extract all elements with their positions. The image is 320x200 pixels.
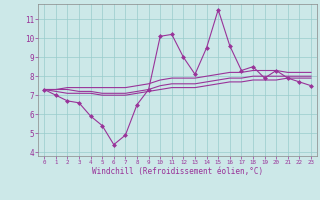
X-axis label: Windchill (Refroidissement éolien,°C): Windchill (Refroidissement éolien,°C) <box>92 167 263 176</box>
